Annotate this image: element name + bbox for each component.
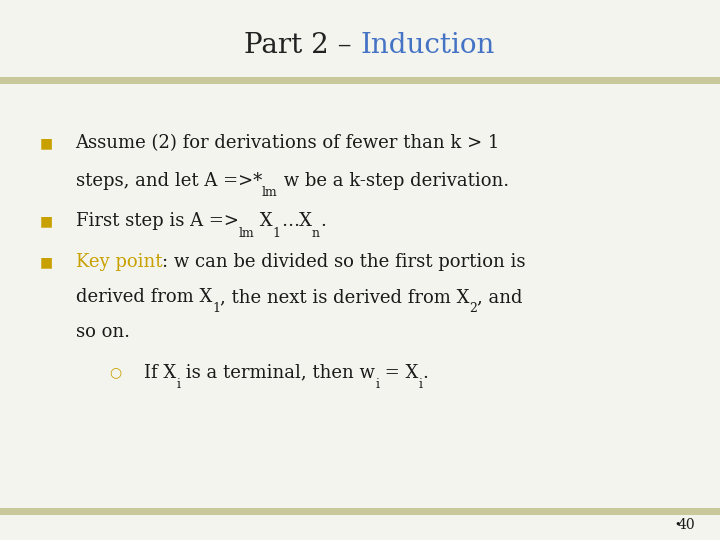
Text: , and: , and <box>477 288 523 306</box>
Text: .: . <box>320 212 325 231</box>
Text: so on.: so on. <box>76 323 130 341</box>
Text: derived from X: derived from X <box>76 288 212 306</box>
Text: ○: ○ <box>109 366 121 380</box>
Text: i: i <box>375 378 379 391</box>
Text: 1: 1 <box>212 302 220 315</box>
Bar <box>0 77 720 84</box>
Text: .: . <box>423 363 428 382</box>
Text: n: n <box>312 227 320 240</box>
Text: Key point: Key point <box>76 253 162 271</box>
Text: is a terminal, then w: is a terminal, then w <box>180 363 375 382</box>
Text: X: X <box>254 212 273 231</box>
Text: Induction: Induction <box>360 32 495 59</box>
Text: i: i <box>176 378 180 391</box>
Text: If X: If X <box>144 363 176 382</box>
Text: = X: = X <box>379 363 418 382</box>
Text: lm: lm <box>238 227 254 240</box>
Text: Part 2 –: Part 2 – <box>243 32 360 59</box>
Text: Assume (2) for derivations of fewer than k > 1: Assume (2) for derivations of fewer than… <box>76 134 500 152</box>
Text: First step is A =>: First step is A => <box>76 212 238 231</box>
Text: 2: 2 <box>469 302 477 315</box>
Text: ■: ■ <box>40 136 53 150</box>
Text: : w can be divided so the first portion is: : w can be divided so the first portion … <box>162 253 526 271</box>
Text: w be a k-step derivation.: w be a k-step derivation. <box>278 172 509 190</box>
Text: , the next is derived from X: , the next is derived from X <box>220 288 469 306</box>
Bar <box>0 508 720 515</box>
Text: i: i <box>418 378 423 391</box>
Text: ■: ■ <box>40 255 53 269</box>
Text: •: • <box>674 520 680 530</box>
Text: lm: lm <box>262 186 278 199</box>
Text: steps, and let A =>*: steps, and let A =>* <box>76 172 262 190</box>
Text: ■: ■ <box>40 214 53 228</box>
Text: 40: 40 <box>678 518 695 532</box>
Text: …X: …X <box>281 212 312 231</box>
Text: 1: 1 <box>273 227 281 240</box>
